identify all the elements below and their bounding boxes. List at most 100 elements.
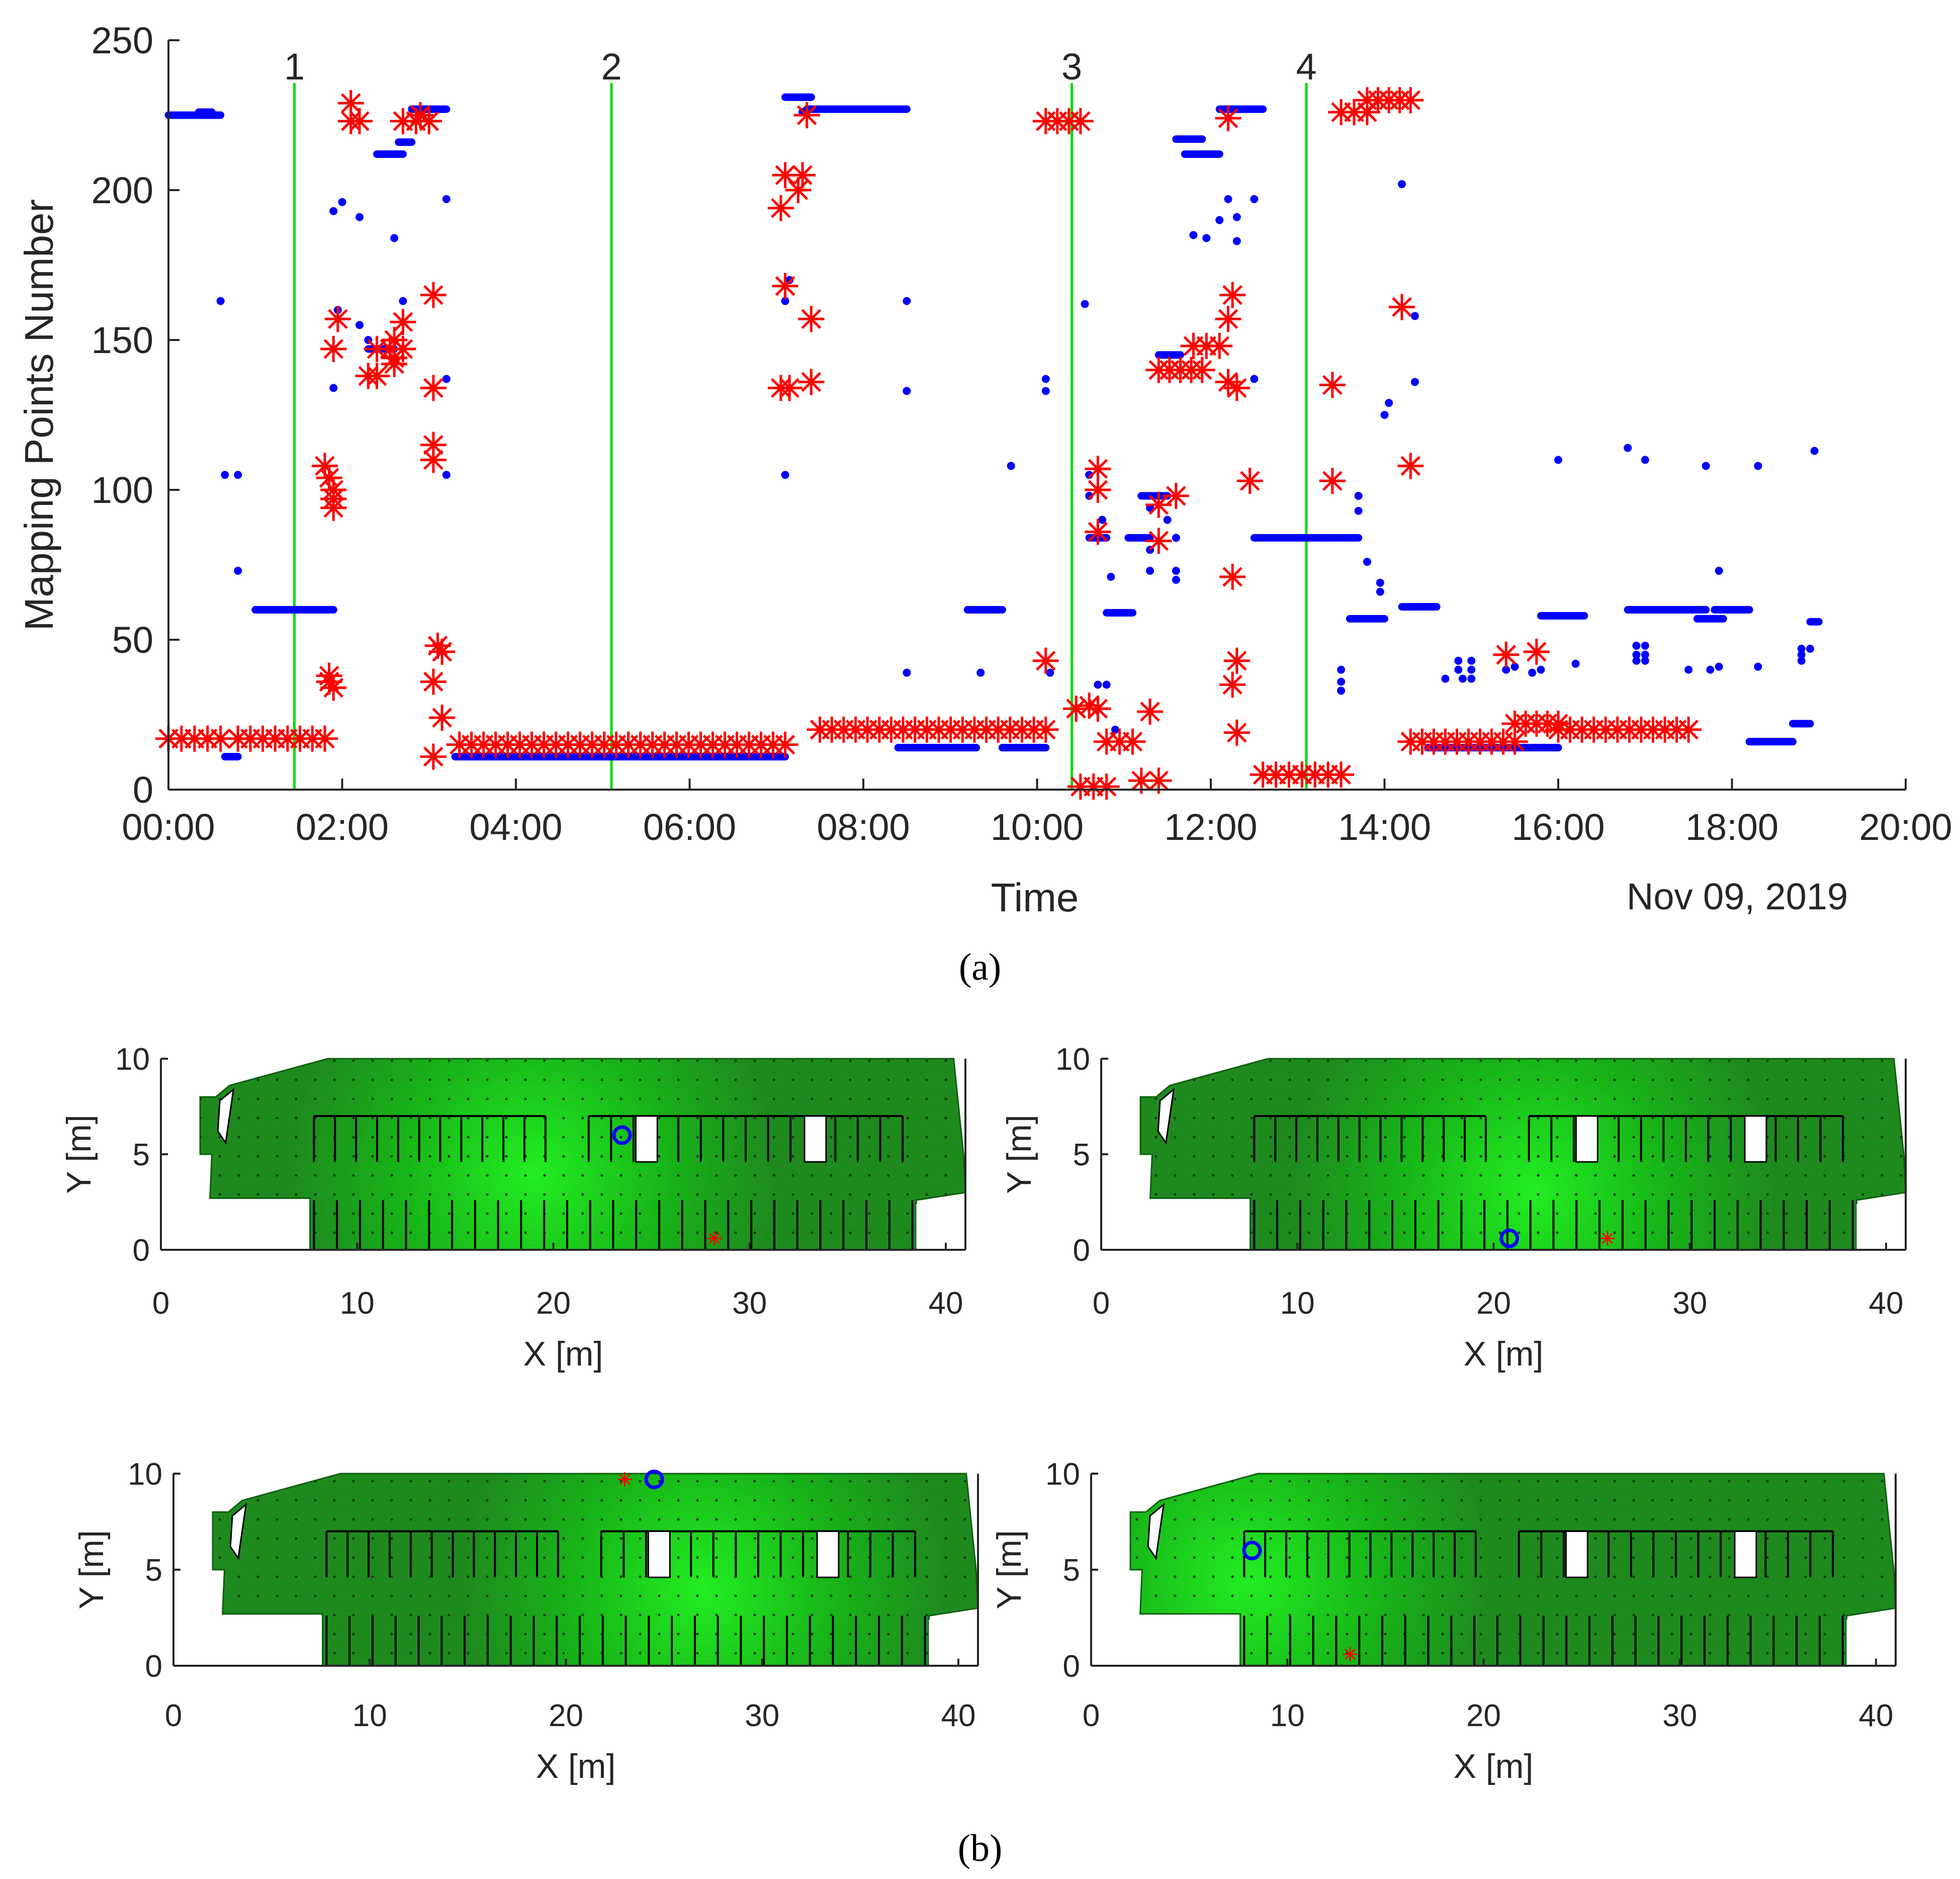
red-star [1120,729,1146,755]
blue-point [1232,213,1241,221]
map-y-tick-label: 10 [1055,1042,1090,1077]
map-y-tick-label: 0 [145,1649,162,1684]
x-tick-label: 10:00 [991,806,1084,848]
blue-point [1632,656,1641,665]
red-run [155,726,234,752]
blue-point [1102,680,1111,689]
blue-point [442,195,451,203]
map-x-tick-label: 10 [340,1286,375,1321]
blue-point [1354,491,1363,500]
red-run [1067,774,1120,800]
blue-point [1458,674,1467,683]
blue-point [390,234,399,242]
blue-point [1467,656,1476,665]
map-subplot-3: 0 10 20 30 40 0 5 10 X [m] Y [m] [72,1457,979,1785]
blue-point [1684,665,1693,674]
x-tick-label: 08:00 [817,806,910,848]
blue-point [1363,558,1371,566]
blue-point [1094,680,1102,689]
red-star-point [798,306,824,332]
map-y-tick-label: 10 [1045,1457,1080,1492]
corner-cutout [916,1194,965,1250]
blue-point [1250,195,1259,203]
entrance-obstacle [1147,1502,1165,1561]
red-run [1033,108,1094,134]
blue-point [1502,665,1510,674]
y-tick-label: 50 [112,619,153,661]
blue-point [216,297,225,305]
map-y-tick-label: 5 [133,1138,150,1172]
blue-point [1528,668,1537,677]
red-star-point [320,336,346,362]
blue-point [1337,677,1346,686]
blue-point [1706,665,1715,674]
blue-point [1172,575,1180,584]
map-x-tick-label: 30 [745,1698,779,1733]
x-tick-label: 12:00 [1164,806,1257,848]
blue-point [1797,656,1806,665]
blue-point [1337,687,1346,695]
panel-a-x-axis-label: Time [991,875,1079,920]
blue-point [1632,650,1641,659]
map-y-axis-label: Y [m] [60,1115,98,1193]
blue-point [1754,462,1762,470]
x-tick-label: 14:00 [1338,806,1431,848]
map-x-tick-label: 20 [1466,1698,1501,1733]
entrance-obstacle [229,1502,247,1561]
blue-point [1702,462,1710,470]
red-star [1189,357,1215,383]
red-star-point [1137,699,1163,725]
blue-point [442,375,451,383]
map-x-tick-label: 40 [1868,1286,1903,1321]
pillar [804,1115,827,1163]
sensor-grid-dots [1130,1474,1896,1666]
estimated-position-circle [644,1469,664,1489]
red-run [225,726,338,752]
blue-point [1380,411,1389,419]
blue-point [1337,665,1346,674]
blue-point [1041,375,1050,383]
panel-b-map-grid: 0 10 20 30 40 0 5 10 X [m] Y [m] 0 10 20 30 40 0 5 10 X [m… [60,1042,1907,1785]
series-blue-dots [164,93,1823,760]
map-subplot-2: 0 10 20 30 40 0 5 10 X [m] Y [m] [1000,1042,1907,1373]
map-x-tick-label: 30 [1672,1286,1707,1321]
panel-a-data-layer: 1 2 3 4 [155,46,1823,800]
blue-point [903,668,911,677]
blue-point [1224,195,1232,203]
map-x-tick-label: 0 [152,1286,169,1321]
blue-point [781,471,789,479]
red-star-point [420,743,447,770]
map-y-tick-label: 10 [128,1457,162,1492]
blue-point [1163,516,1172,524]
blue-point [1202,234,1211,242]
map-x-axis-label: X [m] [1454,1747,1534,1785]
map-x-tick-label: 20 [1476,1286,1511,1321]
blue-point [1441,674,1450,683]
red-star-point [1224,720,1250,746]
y-tick-label: 0 [133,769,153,811]
map-x-axis-label: X [m] [523,1335,603,1373]
map-x-tick-label: 40 [941,1698,975,1733]
blue-point [234,566,242,575]
blue-point [1624,444,1632,452]
blue-point [1454,656,1463,665]
red-run [1328,99,1380,125]
y-tick-label: 100 [92,469,153,511]
blue-point [1797,650,1806,659]
red-star-point [420,447,447,473]
blue-point [1376,578,1384,587]
red-star-point [1219,564,1245,590]
red-star-point [1237,468,1263,494]
y-tick-label: 150 [92,319,153,361]
red-star-point [798,369,824,395]
event-label-4: 4 [1296,46,1316,88]
x-tick-label: 04:00 [469,806,562,848]
blue-point [1641,641,1649,650]
map-x-tick-label: 0 [1093,1286,1110,1321]
map-subplot-4: 0 10 20 30 40 0 5 10 X [m] Y [m] [990,1457,1897,1785]
blue-point [1041,387,1050,395]
red-run [355,363,390,389]
blue-point [1189,231,1198,239]
panel-a-timeline-chart: 1 2 3 4 00:00 02:00 04:00 06:00 08:00 10:00 12:00… [17,20,1952,988]
red-star-point [1524,639,1550,665]
